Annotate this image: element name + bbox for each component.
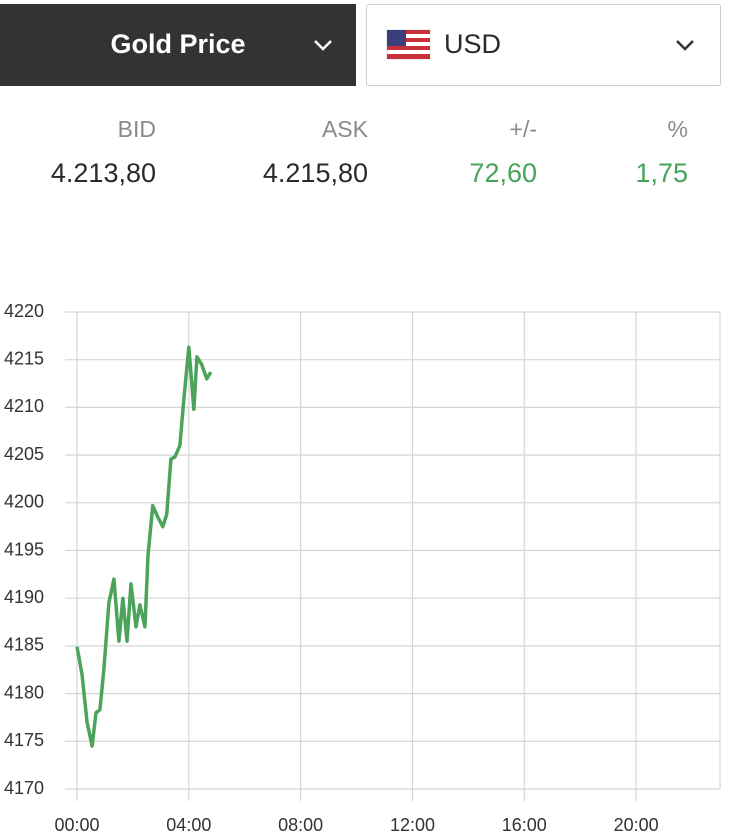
currency-selector[interactable] — [366, 4, 721, 86]
quote-value: 4.215,80 — [263, 158, 368, 188]
quote-value: 1,75 — [635, 158, 688, 188]
y-tick-label: 4195 — [4, 539, 44, 559]
y-tick-label: 4200 — [4, 492, 44, 512]
quote-value: 72,60 — [469, 158, 537, 188]
metal-selector[interactable] — [0, 4, 356, 86]
currency-name: USD — [444, 29, 501, 59]
quote-value: 4.213,80 — [51, 158, 156, 188]
x-tick-label: 00:00 — [54, 815, 99, 835]
quote-label: % — [668, 116, 688, 142]
x-tick-label: 04:00 — [166, 815, 211, 835]
y-tick-label: 4170 — [4, 778, 44, 798]
chevron — [676, 40, 694, 51]
us-flag — [386, 29, 431, 60]
x-tick-label: 12:00 — [390, 815, 435, 835]
quote-label: ASK — [322, 116, 369, 142]
y-tick-label: 4215 — [4, 348, 44, 368]
y-tick-label: 4210 — [4, 396, 44, 416]
chevron — [314, 40, 332, 51]
y-tick-label: 4190 — [4, 587, 44, 607]
x-tick-label: 08:00 — [278, 815, 323, 835]
price-line — [75, 345, 213, 748]
quote-label: +/- — [510, 116, 537, 142]
y-tick-label: 4205 — [4, 444, 44, 464]
quote-label: BID — [118, 116, 156, 142]
metal-name: Gold Price — [110, 29, 245, 59]
y-tick-label: 4175 — [4, 730, 44, 750]
y-tick-label: 4220 — [4, 301, 44, 321]
y-tick-label: 4185 — [4, 635, 44, 655]
x-tick-label: 20:00 — [614, 815, 659, 835]
y-tick-label: 4180 — [4, 682, 44, 702]
x-tick-label: 16:00 — [502, 815, 547, 835]
